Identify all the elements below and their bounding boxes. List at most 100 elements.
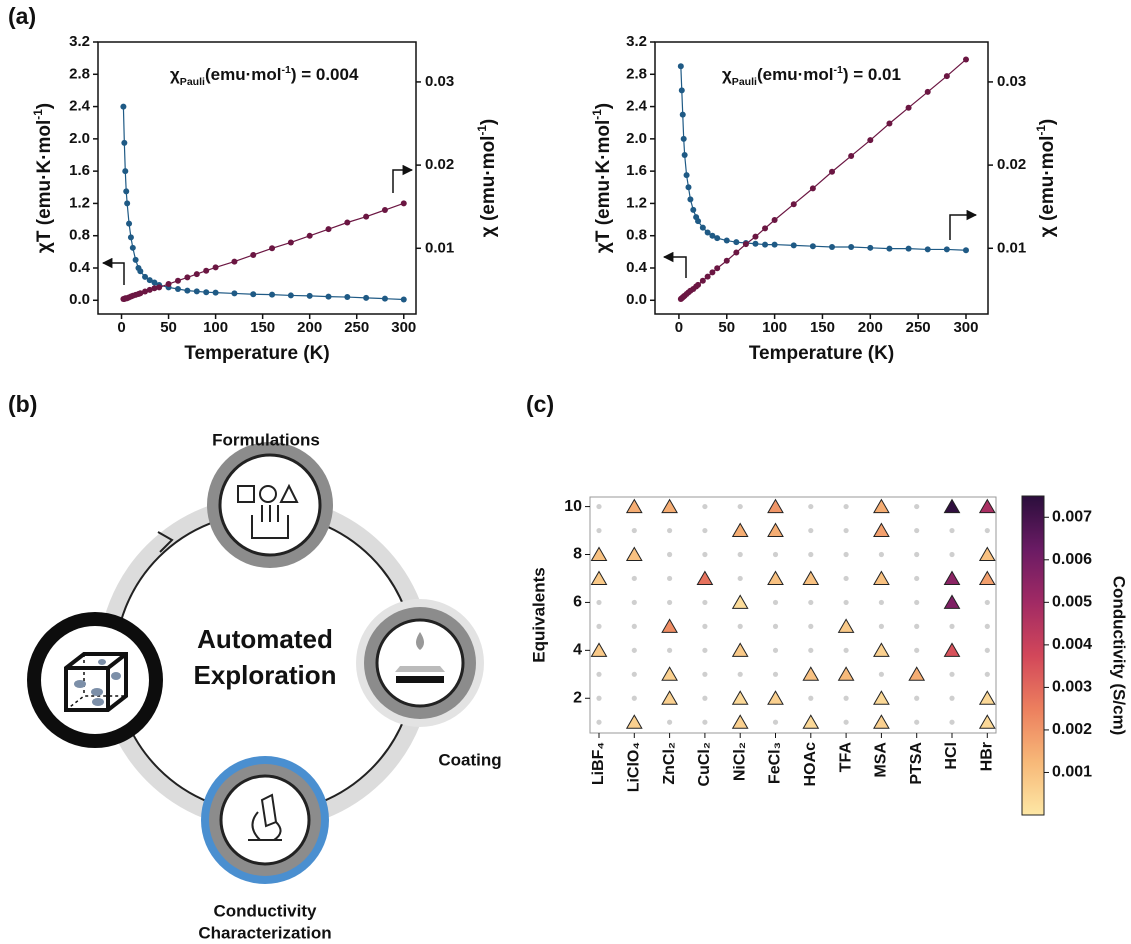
- axis-arrow: [101, 257, 125, 285]
- data-point: [767, 690, 784, 705]
- x-tick-label: 300: [391, 319, 416, 336]
- text-part: Pauli: [180, 76, 205, 88]
- grid-dot: [737, 575, 743, 582]
- text-part: (emu·mol: [757, 65, 834, 84]
- data-point: [978, 498, 996, 514]
- text-part: χ (emu·mol: [478, 136, 499, 238]
- data-point: [733, 249, 740, 256]
- data-point: [174, 285, 181, 292]
- grid-dot: [914, 719, 920, 725]
- series-line: [122, 106, 404, 301]
- colorbar-tick-label: 0.006: [1052, 551, 1092, 568]
- colorbar-tick-label: 0.003: [1052, 679, 1092, 696]
- data-point: [767, 498, 784, 514]
- data-point: [400, 296, 407, 303]
- data-point: [790, 201, 797, 208]
- data-point: [287, 239, 294, 246]
- x-tick-label: 250: [906, 319, 931, 336]
- data-point: [873, 642, 890, 657]
- grid-dot: [737, 503, 743, 510]
- grid-dot: [702, 551, 708, 558]
- grid-dot: [914, 503, 920, 510]
- grid-dot: [596, 527, 602, 534]
- data-point: [363, 294, 370, 301]
- data-point: [905, 104, 912, 111]
- grid-dot: [631, 695, 637, 701]
- series-line: [680, 59, 967, 300]
- x-axis-label: Temperature (K): [184, 343, 329, 364]
- data-point: [681, 151, 688, 158]
- data-point: [802, 570, 820, 585]
- data-point: [908, 666, 926, 681]
- grid-dot: [596, 623, 602, 629]
- x-tick-label: 200: [297, 319, 322, 336]
- data-point: [137, 268, 144, 275]
- exploration-node: [27, 612, 163, 748]
- grid-dot: [702, 503, 708, 510]
- grid-dot: [914, 623, 920, 629]
- plot-frame: [97, 41, 417, 315]
- data-point: [731, 690, 749, 705]
- data-point: [943, 498, 961, 514]
- y-tick-label: 0.4: [69, 259, 91, 276]
- data-point: [905, 245, 912, 252]
- data-point: [943, 246, 950, 253]
- data-point: [306, 232, 313, 239]
- grid-dot: [667, 719, 673, 725]
- grid-dot: [702, 719, 708, 725]
- x-axis-label: Temperature (K): [749, 343, 894, 364]
- node-label: Characterization: [198, 923, 331, 942]
- data-point: [829, 244, 836, 251]
- data-point: [695, 218, 702, 225]
- y-tick-label: 0.4: [626, 259, 648, 276]
- grid-dot: [843, 527, 849, 534]
- data-point: [151, 285, 158, 292]
- node-label: Formulations: [212, 430, 320, 449]
- grid-dot: [631, 527, 637, 534]
- data-point: [978, 570, 996, 585]
- x-tick-label: 0: [117, 319, 125, 336]
- y2-tick-label: 0.03: [997, 73, 1026, 90]
- data-point: [837, 618, 855, 633]
- data-point: [184, 287, 191, 294]
- data-point: [124, 200, 131, 207]
- data-point: [122, 168, 129, 175]
- x-tick-label: LiBF₄: [590, 742, 607, 785]
- data-point: [679, 111, 686, 118]
- data-point: [381, 295, 388, 302]
- grid-dot: [914, 551, 920, 558]
- data-point: [867, 244, 874, 251]
- grid-dot: [984, 671, 990, 677]
- x-tick-label: 150: [250, 319, 275, 336]
- grid-dot: [772, 647, 779, 653]
- x-tick-label: 100: [203, 319, 228, 336]
- grid-dot: [843, 503, 849, 510]
- y-tick-label: 1.2: [626, 194, 647, 211]
- data-point: [127, 234, 134, 241]
- y-tick-label: 1.6: [69, 162, 90, 179]
- data-point: [120, 103, 127, 110]
- data-point: [165, 281, 172, 288]
- y-tick-label: 0.8: [626, 227, 647, 244]
- panel-label: (a): [8, 3, 36, 29]
- grid-dot: [808, 503, 814, 510]
- data-point: [924, 246, 931, 253]
- y2-axis-label: χ (emu·mol-1): [1035, 119, 1058, 238]
- y-tick-label: 2.4: [69, 98, 91, 115]
- grid-dot: [949, 695, 955, 701]
- data-point: [978, 714, 996, 729]
- data-point: [625, 546, 643, 562]
- y-axis-label: χT (emu·K·mol-1): [32, 103, 55, 253]
- panel-label: (c): [526, 391, 554, 417]
- data-point: [184, 274, 191, 281]
- colorbar-tick-label: 0.004: [1052, 636, 1092, 653]
- grid-dot: [808, 527, 814, 534]
- text-part: -1: [833, 64, 843, 76]
- data-point: [714, 265, 721, 272]
- cycle-arrow: [157, 531, 174, 553]
- node-label: Coating: [438, 750, 501, 769]
- data-point: [142, 288, 149, 295]
- data-point: [809, 185, 816, 192]
- grid-dot: [984, 623, 990, 629]
- data-point: [381, 207, 388, 214]
